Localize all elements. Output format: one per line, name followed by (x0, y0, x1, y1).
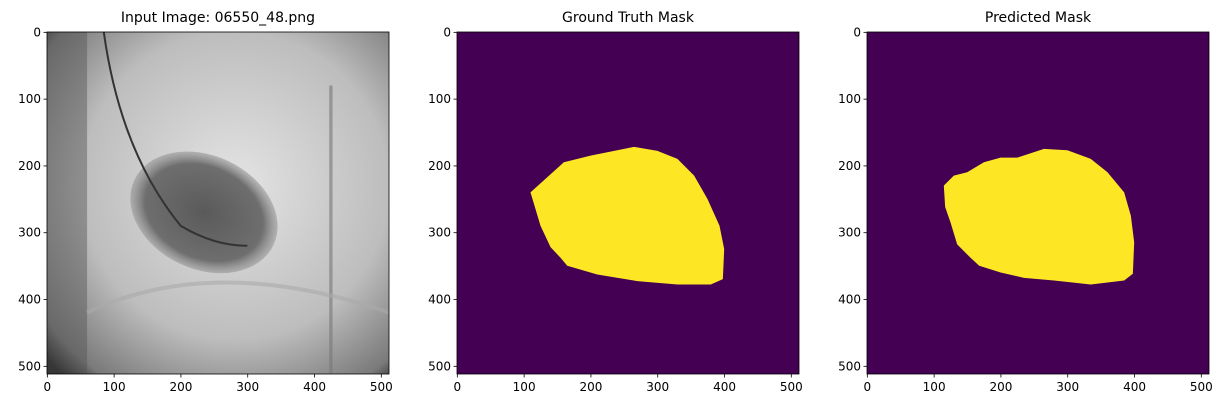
x-tick-label: 500 (780, 380, 803, 394)
x-tick-label: 0 (44, 380, 52, 394)
y-tick-label: 100 (428, 92, 451, 106)
image (457, 32, 799, 375)
panel-title: Predicted Mask (985, 10, 1092, 26)
x-tick-label: 300 (236, 380, 259, 394)
y-tick-label: 200 (838, 159, 861, 173)
x-tick-label: 100 (513, 380, 536, 394)
y-tick-label: 300 (838, 226, 861, 240)
panel-title: Ground Truth Mask (562, 10, 695, 26)
y-tick-label: 500 (838, 359, 861, 373)
mask-region (530, 146, 725, 285)
axes-frame (866, 31, 1210, 375)
y-tick-label: 200 (428, 159, 451, 173)
x-tick-label: 500 (370, 380, 393, 394)
x-tick-label: 200 (169, 380, 192, 394)
y-tick-label: 100 (18, 92, 41, 106)
x-tick-label: 100 (923, 380, 946, 394)
y-tick-label: 400 (18, 293, 41, 307)
y-tick-label: 500 (18, 359, 41, 373)
x-tick-label: 500 (1190, 380, 1213, 394)
x-tick-label: 200 (989, 380, 1012, 394)
x-tick-label: 300 (1056, 380, 1079, 394)
x-tick-label: 0 (454, 380, 462, 394)
panel: Input Image: 06550_48.png 0 100 200 300 400 50… (18, 10, 393, 394)
xray-left-dark (47, 32, 88, 375)
y-tick-label: 500 (428, 359, 451, 373)
image (867, 32, 1209, 375)
x-tick-label: 400 (713, 380, 736, 394)
x-tick-label: 400 (1123, 380, 1146, 394)
diaphragm (86, 280, 390, 315)
y-tick-label: 300 (428, 226, 451, 240)
panel-title: Input Image: 06550_48.png (121, 10, 315, 26)
x-tick-label: 100 (103, 380, 126, 394)
axes-frame (456, 31, 800, 375)
x-tick-label: 300 (646, 380, 669, 394)
y-tick-label: 0 (853, 25, 861, 39)
heart-shadow (130, 151, 278, 274)
y-tick-label: 300 (18, 226, 41, 240)
axes-frame (46, 31, 390, 375)
y-tick-label: 0 (443, 25, 451, 39)
image (47, 31, 390, 375)
y-tick-label: 100 (838, 92, 861, 106)
mask-region (943, 148, 1135, 285)
y-tick-label: 200 (18, 159, 41, 173)
y-tick-label: 400 (838, 293, 861, 307)
catheter (102, 31, 248, 247)
x-tick-label: 200 (579, 380, 602, 394)
x-tick-label: 0 (864, 380, 872, 394)
y-tick-label: 0 (33, 25, 41, 39)
y-tick-label: 400 (428, 293, 451, 307)
x-tick-label: 400 (303, 380, 326, 394)
